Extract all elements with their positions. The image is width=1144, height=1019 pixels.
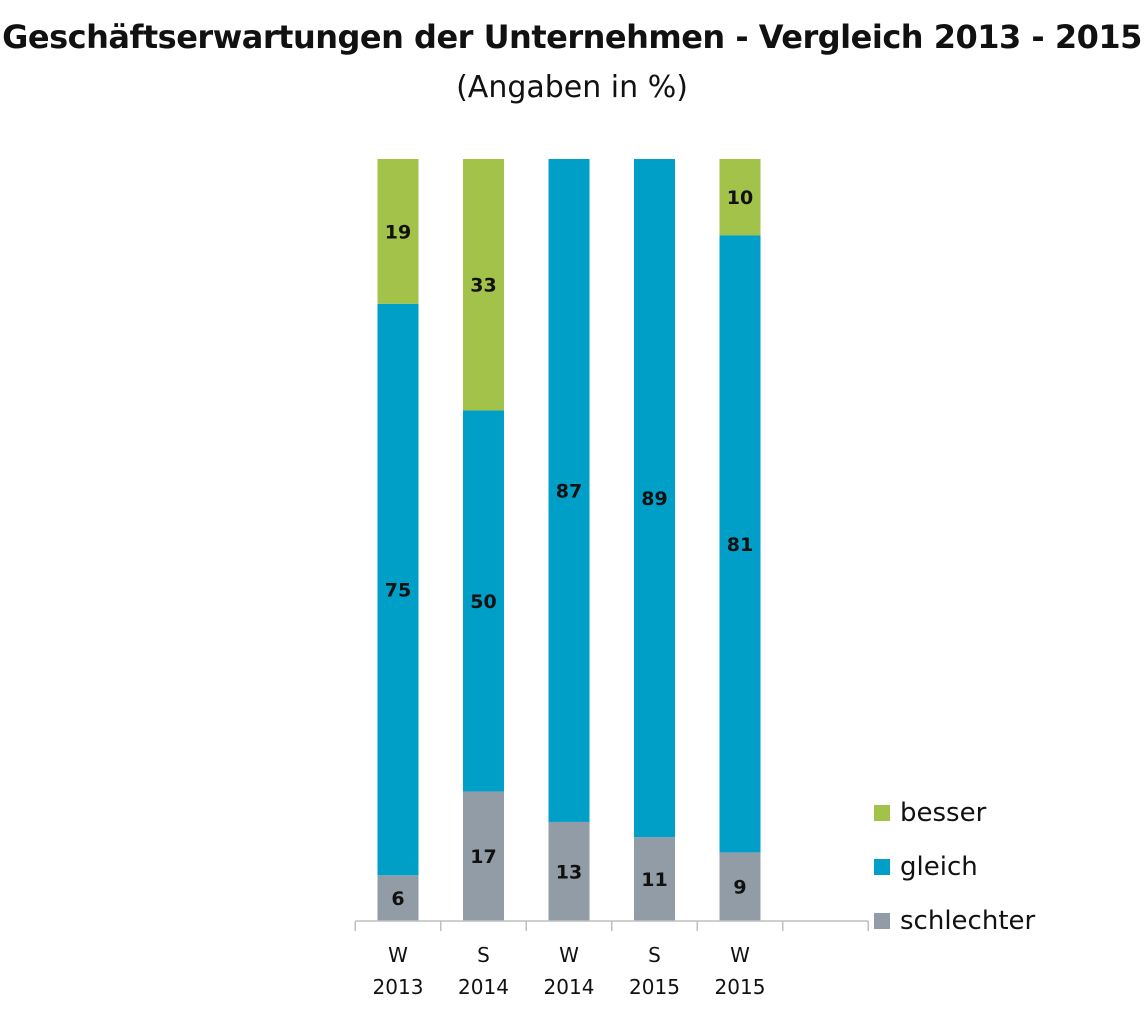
legend-item-schlechter: schlechter (874, 894, 1134, 948)
legend-swatch-gleich (874, 859, 890, 875)
tick-label-1-1: 2014 (458, 975, 509, 999)
bar-schlechter-2 (548, 821, 590, 921)
data-label-gleich-0: 75 (385, 580, 411, 602)
tick-label-0-1: 2013 (373, 975, 424, 999)
data-label-schlechter-1: 17 (470, 846, 496, 868)
tick-label-4-1: 2015 (715, 975, 766, 999)
tick-label-2-0: W (559, 943, 579, 967)
legend-item-besser: besser (874, 786, 1134, 840)
bar-besser-1 (463, 159, 504, 411)
chart-title: Geschäftserwartungen der Unternehmen - V… (2, 18, 1142, 56)
data-label-besser-0: 19 (385, 221, 411, 243)
data-label-gleich-1: 50 (470, 591, 496, 613)
tick-label-3-0: S (648, 943, 661, 967)
tick-label-0-0: W (388, 943, 408, 967)
legend-swatch-schlechter (874, 913, 890, 929)
data-label-schlechter-2: 13 (556, 861, 582, 883)
legend: besser gleich schlechter (874, 786, 1134, 948)
data-label-gleich-4: 81 (727, 534, 753, 556)
legend-label-gleich: gleich (900, 852, 978, 882)
bar-gleich-1 (463, 410, 504, 792)
bar-besser-0 (377, 159, 419, 304)
tick-label-2-1: 2014 (544, 975, 595, 999)
legend-label-schlechter: schlechter (900, 906, 1036, 936)
legend-item-gleich: gleich (874, 840, 1134, 894)
tick-label-1-0: S (477, 943, 490, 967)
data-label-schlechter-4: 9 (733, 877, 746, 899)
chart-subtitle: (Angaben in %) (456, 70, 688, 105)
legend-swatch-besser (874, 805, 890, 821)
bar-schlechter-1 (463, 791, 504, 921)
data-label-gleich-2: 87 (556, 480, 582, 502)
bar-schlechter-3 (634, 837, 675, 921)
bars-layer (377, 159, 761, 921)
tick-label-4-0: W (730, 943, 750, 967)
bar-gleich-4 (719, 235, 761, 853)
bar-besser-4 (719, 159, 761, 236)
x-axis: W 2013 S 2014 W 2014 S 2015 W 2015 (354, 920, 869, 999)
data-labels-layer: 6 75 19 17 50 33 13 87 11 89 9 81 10 (385, 187, 753, 910)
bar-schlechter-4 (719, 852, 761, 921)
bar-gleich-2 (548, 159, 590, 822)
tick-label-3-1: 2015 (629, 975, 680, 999)
legend-label-besser: besser (900, 798, 987, 828)
data-label-gleich-3: 89 (641, 488, 667, 510)
bar-schlechter-0 (377, 875, 419, 921)
data-label-besser-4: 10 (727, 187, 753, 209)
data-label-schlechter-0: 6 (391, 888, 404, 910)
data-label-besser-1: 33 (470, 275, 496, 297)
data-label-schlechter-3: 11 (641, 869, 667, 891)
bar-gleich-0 (377, 303, 419, 876)
bar-gleich-3 (634, 159, 675, 838)
